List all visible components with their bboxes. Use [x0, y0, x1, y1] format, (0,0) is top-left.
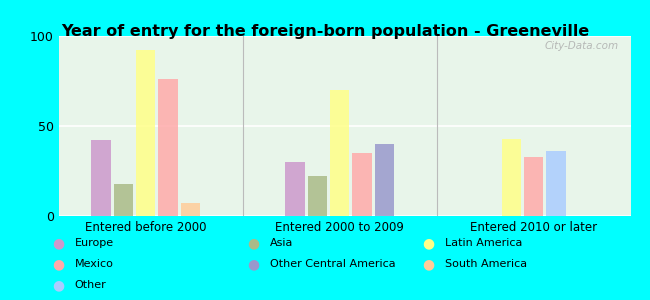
Bar — [307, 176, 327, 216]
Bar — [352, 153, 372, 216]
Bar — [524, 157, 543, 216]
Text: South America: South America — [445, 259, 527, 269]
Bar — [502, 139, 521, 216]
Text: ●: ● — [52, 257, 64, 271]
Bar — [114, 184, 133, 216]
Text: Europe: Europe — [75, 238, 114, 248]
Bar — [374, 144, 394, 216]
Bar — [330, 90, 349, 216]
Text: ●: ● — [247, 236, 259, 250]
Text: Asia: Asia — [270, 238, 293, 248]
Text: Latin America: Latin America — [445, 238, 523, 248]
Bar — [159, 79, 177, 216]
Text: Other: Other — [75, 280, 107, 290]
Bar — [285, 162, 305, 216]
Bar — [181, 203, 200, 216]
Text: ●: ● — [52, 236, 64, 250]
Text: ●: ● — [247, 257, 259, 271]
Bar — [92, 140, 111, 216]
Text: ●: ● — [52, 278, 64, 292]
Text: ●: ● — [422, 236, 435, 250]
Text: Other Central America: Other Central America — [270, 259, 395, 269]
Text: ●: ● — [422, 257, 435, 271]
Text: Year of entry for the foreign-born population - Greeneville: Year of entry for the foreign-born popul… — [61, 24, 589, 39]
Bar — [546, 151, 566, 216]
Text: Mexico: Mexico — [75, 259, 114, 269]
Text: City-Data.com: City-Data.com — [545, 41, 619, 51]
Bar — [136, 50, 155, 216]
